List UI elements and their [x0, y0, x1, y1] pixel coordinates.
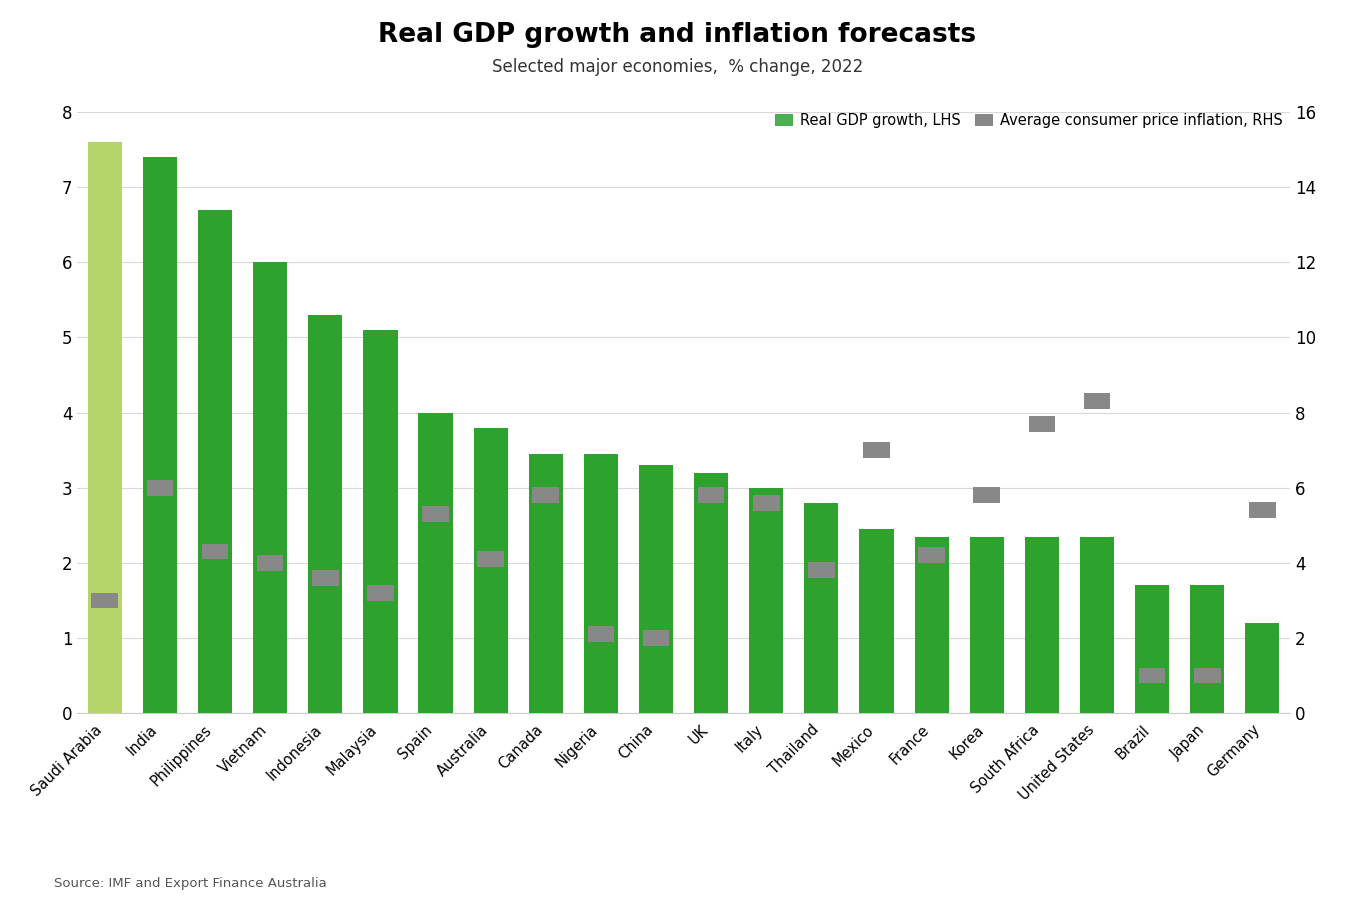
Bar	[919, 547, 944, 563]
Bar	[363, 330, 397, 713]
Bar	[146, 480, 173, 496]
Bar	[419, 413, 453, 713]
Bar	[1135, 586, 1169, 713]
Bar	[257, 555, 283, 570]
Bar	[698, 487, 725, 503]
Bar	[584, 454, 618, 713]
Bar	[859, 529, 893, 713]
Bar	[92, 593, 118, 608]
Bar	[915, 536, 948, 713]
Bar	[308, 315, 343, 713]
Bar	[1190, 586, 1225, 713]
Bar	[973, 487, 1000, 503]
Bar	[198, 210, 232, 713]
Bar	[423, 506, 449, 522]
Legend: Real GDP growth, LHS, Average consumer price inflation, RHS: Real GDP growth, LHS, Average consumer p…	[775, 113, 1283, 128]
Bar	[863, 442, 890, 458]
Bar	[312, 570, 339, 586]
Bar	[805, 503, 839, 713]
Bar	[642, 630, 669, 646]
Text: Source: IMF and Export Finance Australia: Source: IMF and Export Finance Australia	[54, 877, 327, 890]
Bar	[474, 428, 508, 713]
Bar	[533, 487, 560, 503]
Text: Real GDP growth and inflation forecasts: Real GDP growth and inflation forecasts	[378, 22, 977, 48]
Bar	[253, 263, 287, 713]
Text: Selected major economies,  % change, 2022: Selected major economies, % change, 2022	[492, 58, 863, 76]
Bar	[1194, 667, 1221, 684]
Bar	[1084, 394, 1110, 409]
Bar	[640, 466, 673, 713]
Bar	[1028, 416, 1056, 431]
Bar	[1245, 623, 1279, 713]
Bar	[749, 488, 783, 713]
Bar	[808, 562, 835, 579]
Bar	[142, 157, 178, 713]
Bar	[1024, 536, 1060, 713]
Bar	[477, 552, 504, 567]
Bar	[202, 544, 229, 560]
Bar	[1138, 667, 1165, 684]
Bar	[694, 473, 728, 713]
Bar	[367, 585, 394, 601]
Bar	[970, 536, 1004, 713]
Bar	[88, 143, 122, 713]
Bar	[528, 454, 562, 713]
Bar	[588, 626, 614, 642]
Bar	[1249, 502, 1275, 518]
Bar	[1080, 536, 1114, 713]
Bar	[753, 495, 779, 510]
